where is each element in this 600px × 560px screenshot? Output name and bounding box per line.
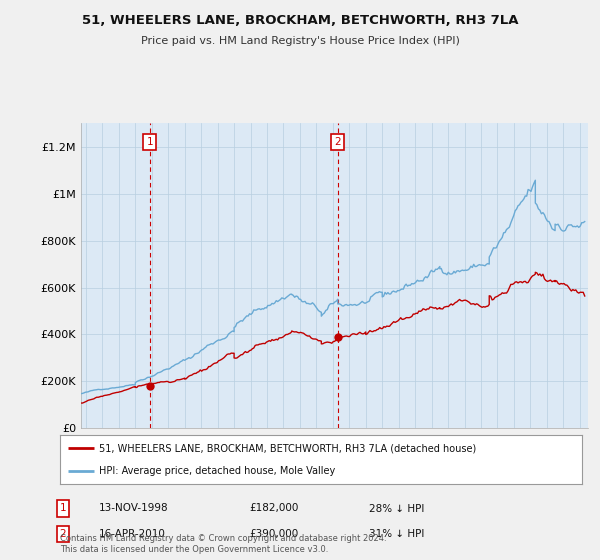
Text: HPI: Average price, detached house, Mole Valley: HPI: Average price, detached house, Mole… — [99, 466, 335, 476]
Text: 16-APR-2010: 16-APR-2010 — [99, 529, 166, 539]
Text: 31% ↓ HPI: 31% ↓ HPI — [369, 529, 424, 539]
Text: 51, WHEELERS LANE, BROCKHAM, BETCHWORTH, RH3 7LA: 51, WHEELERS LANE, BROCKHAM, BETCHWORTH,… — [82, 14, 518, 27]
Text: 1: 1 — [59, 503, 67, 514]
Text: 1: 1 — [146, 137, 153, 147]
Text: £390,000: £390,000 — [249, 529, 298, 539]
Text: Price paid vs. HM Land Registry's House Price Index (HPI): Price paid vs. HM Land Registry's House … — [140, 36, 460, 46]
Text: £182,000: £182,000 — [249, 503, 298, 514]
Text: 2: 2 — [59, 529, 67, 539]
Text: Contains HM Land Registry data © Crown copyright and database right 2024.
This d: Contains HM Land Registry data © Crown c… — [60, 534, 386, 554]
Text: 51, WHEELERS LANE, BROCKHAM, BETCHWORTH, RH3 7LA (detached house): 51, WHEELERS LANE, BROCKHAM, BETCHWORTH,… — [99, 444, 476, 454]
Text: 13-NOV-1998: 13-NOV-1998 — [99, 503, 169, 514]
Text: 28% ↓ HPI: 28% ↓ HPI — [369, 503, 424, 514]
Text: 2: 2 — [334, 137, 341, 147]
